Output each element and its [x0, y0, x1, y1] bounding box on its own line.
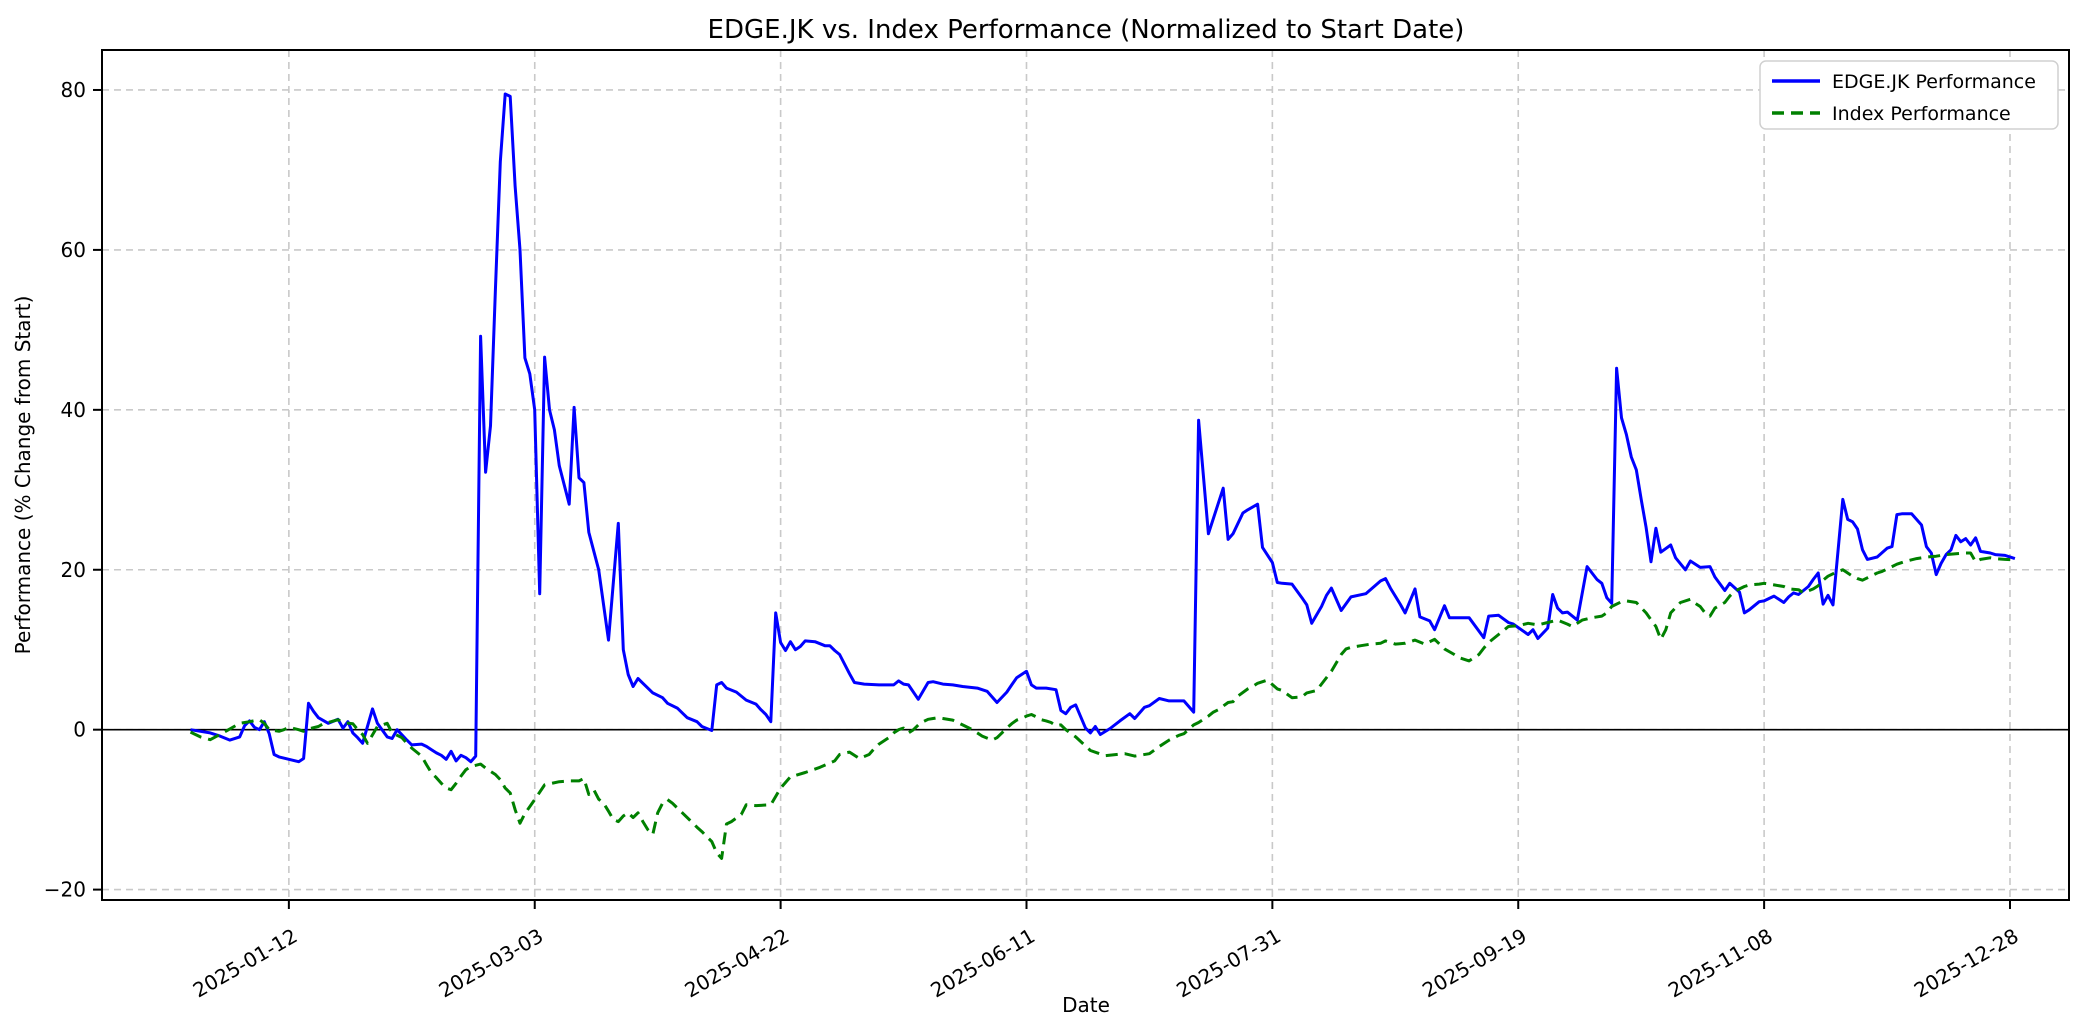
- y-tick-label: 80: [61, 78, 86, 102]
- series-line-index: [189, 551, 2015, 860]
- y-tick-label: 20: [61, 558, 86, 582]
- x-tick-label: 2025-03-03: [435, 924, 548, 1003]
- legend-label-edge-jk: EDGE.JK Performance: [1832, 71, 2036, 93]
- y-tick-label: −20: [44, 878, 86, 902]
- x-tick-label: 2025-12-28: [1910, 924, 2023, 1003]
- x-tick-label: 2025-09-19: [1418, 924, 1531, 1003]
- plot-area: 80 60 40 20 0 −20 2025-01-12 2025-03-03 2025-04-…: [44, 49, 2070, 1003]
- x-axis-label: Date: [1062, 993, 1110, 1017]
- x-tick-label: 2025-04-22: [680, 924, 793, 1003]
- y-axis-label: Performance (% Change from Start): [11, 296, 35, 655]
- y-tick-label: 60: [61, 238, 86, 262]
- legend-label-index: Index Performance: [1832, 103, 2011, 125]
- x-tick-label: 2025-11-08: [1664, 924, 1777, 1003]
- chart-title: EDGE.JK vs. Index Performance (Normalize…: [708, 15, 1465, 45]
- series-line-edge-jk: [190, 92, 2016, 764]
- legend-box: [1759, 60, 2059, 130]
- x-tick-label: 2025-07-31: [1172, 924, 1285, 1003]
- y-tick-label: 40: [61, 398, 86, 422]
- y-tick-label: 0: [73, 718, 86, 742]
- x-tick-label: 2025-06-11: [926, 924, 1039, 1003]
- plot-frame: [101, 49, 2070, 901]
- x-tick-label: 2025-01-12: [189, 924, 302, 1003]
- legend: EDGE.JK Performance Index Performance: [1759, 60, 2059, 130]
